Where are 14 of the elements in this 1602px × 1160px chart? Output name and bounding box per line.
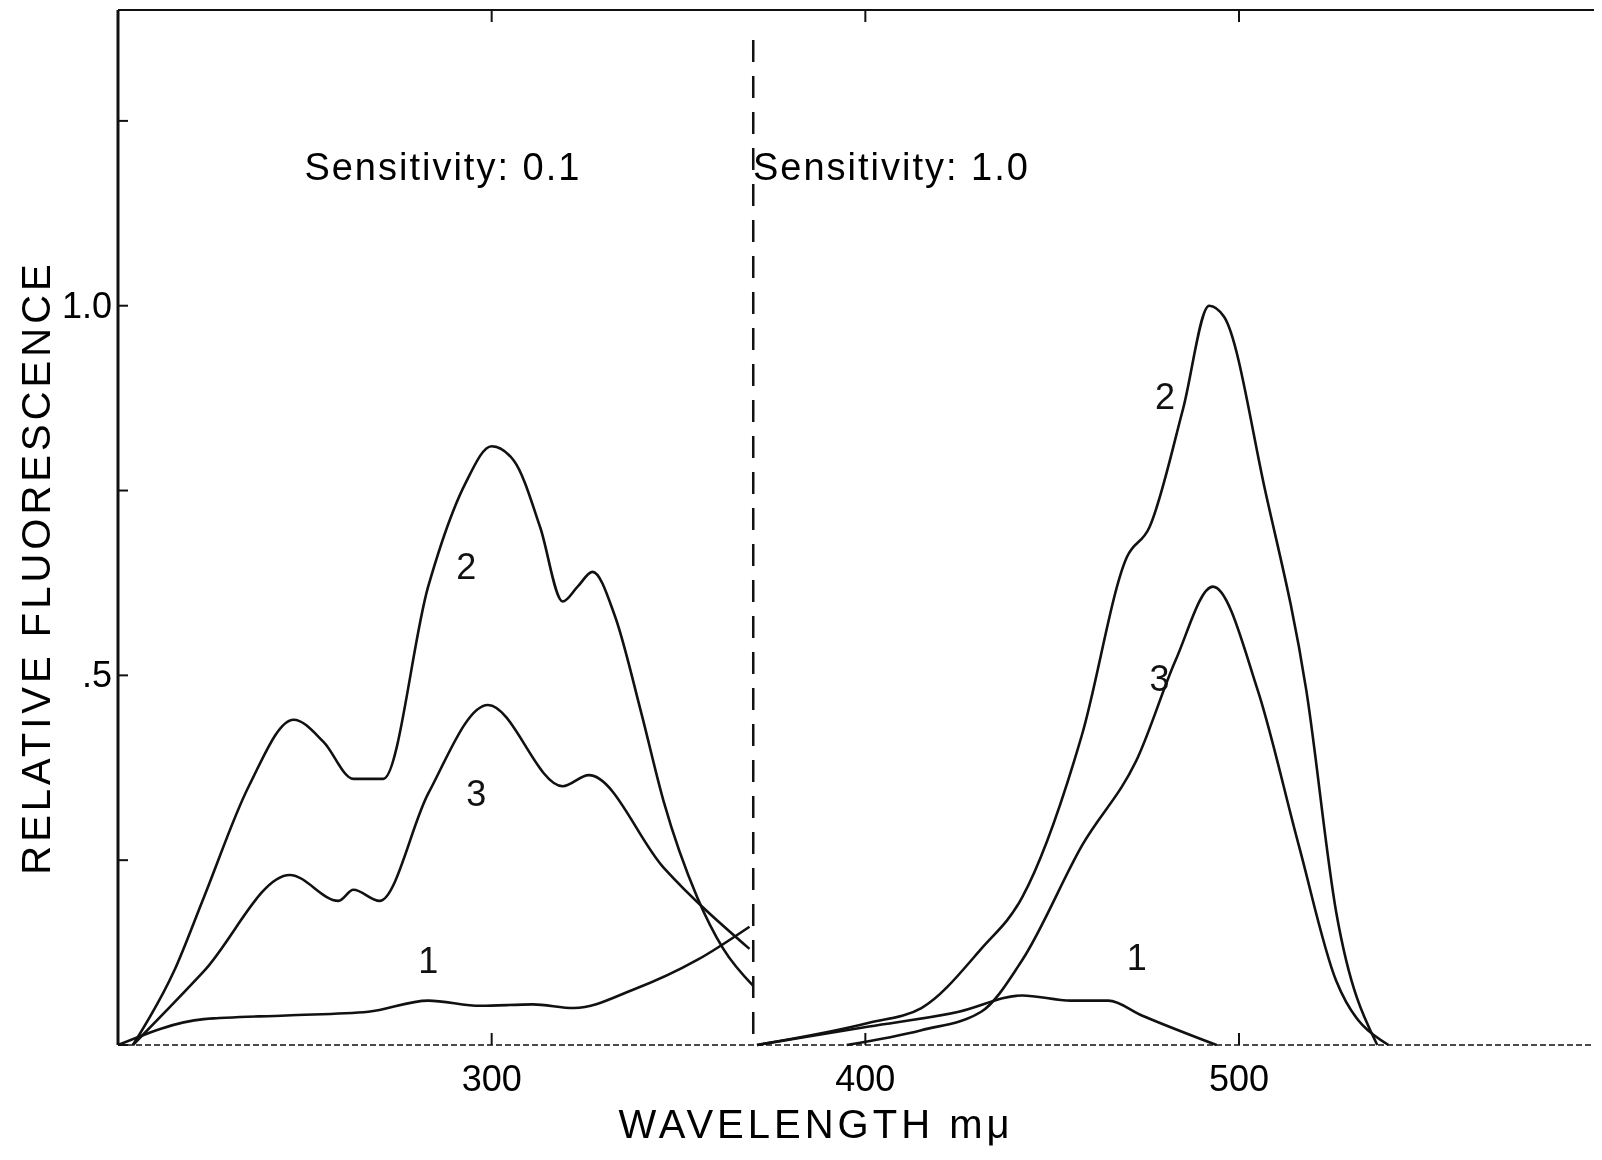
series-label: 2 <box>1154 376 1175 418</box>
series-label: 3 <box>466 772 487 814</box>
annotation: Sensitivity: 1.0 <box>752 145 1030 188</box>
series-label: 1 <box>418 939 439 981</box>
series-label: 1 <box>1126 937 1147 979</box>
y-tick-label: 1.0 <box>61 284 112 326</box>
y-tick-label: .5 <box>81 654 112 696</box>
x-tick-label: 400 <box>835 1058 896 1099</box>
annotation: Sensitivity: 0.1 <box>304 145 582 188</box>
y-axis-title: RELATIVE FLUORESCENCE <box>14 260 58 875</box>
x-axis-title: WAVELENGTH mμ <box>618 1102 1014 1146</box>
x-tick-label: 500 <box>1208 1058 1270 1099</box>
x-tick-label: 300 <box>461 1058 522 1099</box>
series-label: 2 <box>456 545 477 587</box>
